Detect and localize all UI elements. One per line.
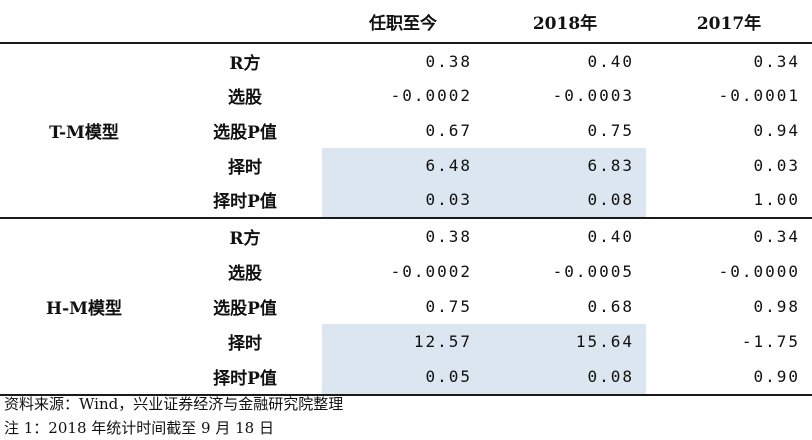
value-cell: 0.05 <box>322 359 484 394</box>
value-cell: -0.0002 <box>390 86 472 106</box>
header-2018: 2018年 <box>532 14 598 34</box>
table-header: 任职至今 2018年 2017年 <box>0 4 812 44</box>
value-cell: 0.75 <box>587 120 634 140</box>
tm-model-block: T-M模型 R方 0.38 0.40 0.34 选股 -0.0002 -0.00… <box>0 44 812 219</box>
value-cell: 0.90 <box>753 367 800 386</box>
value-cell: 0.98 <box>753 297 800 316</box>
table-row: 选股P值 0.75 0.68 0.98 <box>0 289 812 324</box>
table-row: 择时 12.57 15.64 -1.75 <box>0 324 812 359</box>
value-cell: 0.40 <box>587 227 634 246</box>
value-cell: 0.40 <box>587 51 634 71</box>
value-cell: 6.48 <box>322 147 484 183</box>
performance-table: 任职至今 2018年 2017年 T-M模型 R方 0.38 0.40 0.34… <box>0 4 812 396</box>
metric-label: R方 <box>229 53 261 74</box>
metric-label: 择时 <box>228 334 262 354</box>
value-cell: 0.08 <box>484 359 646 394</box>
value-cell: 0.94 <box>753 120 800 140</box>
value-cell: 0.38 <box>425 227 472 246</box>
header-since-tenure: 任职至今 <box>369 14 437 34</box>
metric-label: 选股P值 <box>213 299 277 319</box>
footnotes: 资料来源：Wind，兴业证券经济与金融研究院整理 注 1：2018 年统计时间截… <box>4 392 343 440</box>
metric-label: R方 <box>229 229 261 249</box>
value-cell: 0.68 <box>587 297 634 316</box>
table-row: 选股 -0.0002 -0.0005 -0.0000 <box>0 254 812 289</box>
value-cell: -0.0000 <box>718 262 800 281</box>
metric-label: 选股P值 <box>213 122 277 143</box>
table-row: 择时 6.48 6.83 0.03 <box>0 147 812 183</box>
model-label-tm: T-M模型 <box>49 123 119 143</box>
metric-label: 择时 <box>228 157 262 178</box>
table-row: 选股P值 0.67 0.75 0.94 <box>0 113 812 148</box>
metric-label: 择时P值 <box>213 369 277 389</box>
value-cell: 0.38 <box>425 51 472 71</box>
metric-label: 选股 <box>228 88 262 109</box>
table-row: 择时P值 0.05 0.08 0.90 <box>0 359 812 394</box>
table-row: 选股 -0.0002 -0.0003 -0.0001 <box>0 79 812 114</box>
value-cell: 0.75 <box>425 297 472 316</box>
metric-label: 择时P值 <box>213 192 277 213</box>
value-cell: 0.34 <box>753 51 800 71</box>
header-2017: 2017年 <box>696 14 762 34</box>
value-cell: 15.64 <box>484 324 646 359</box>
hm-model-block: H-M模型 R方 0.38 0.40 0.34 选股 -0.0002 -0.00… <box>0 219 812 396</box>
table-row: 择时P值 0.03 0.08 1.00 <box>0 182 812 217</box>
value-cell: 0.03 <box>753 155 800 175</box>
value-cell: 0.03 <box>322 182 484 217</box>
value-cell: -0.0002 <box>390 262 472 281</box>
model-label-hm: H-M模型 <box>46 299 122 319</box>
value-cell: 1.00 <box>753 190 800 210</box>
table-row: R方 0.38 0.40 0.34 <box>0 44 812 79</box>
value-cell: -0.0003 <box>552 86 634 106</box>
value-cell: -1.75 <box>741 332 800 351</box>
value-cell: 0.08 <box>484 182 646 217</box>
value-cell: -0.0001 <box>718 86 800 106</box>
metric-label: 选股 <box>228 264 262 284</box>
value-cell: 0.34 <box>753 227 800 246</box>
table-row: R方 0.38 0.40 0.34 <box>0 219 812 254</box>
date-note: 注 1：2018 年统计时间截至 9 月 18 日 <box>4 419 274 437</box>
value-cell: 6.83 <box>484 147 646 183</box>
value-cell: -0.0005 <box>552 262 634 281</box>
value-cell: 0.67 <box>425 120 472 140</box>
source-note: 资料来源：Wind，兴业证券经济与金融研究院整理 <box>4 395 344 413</box>
value-cell: 12.57 <box>322 324 484 359</box>
